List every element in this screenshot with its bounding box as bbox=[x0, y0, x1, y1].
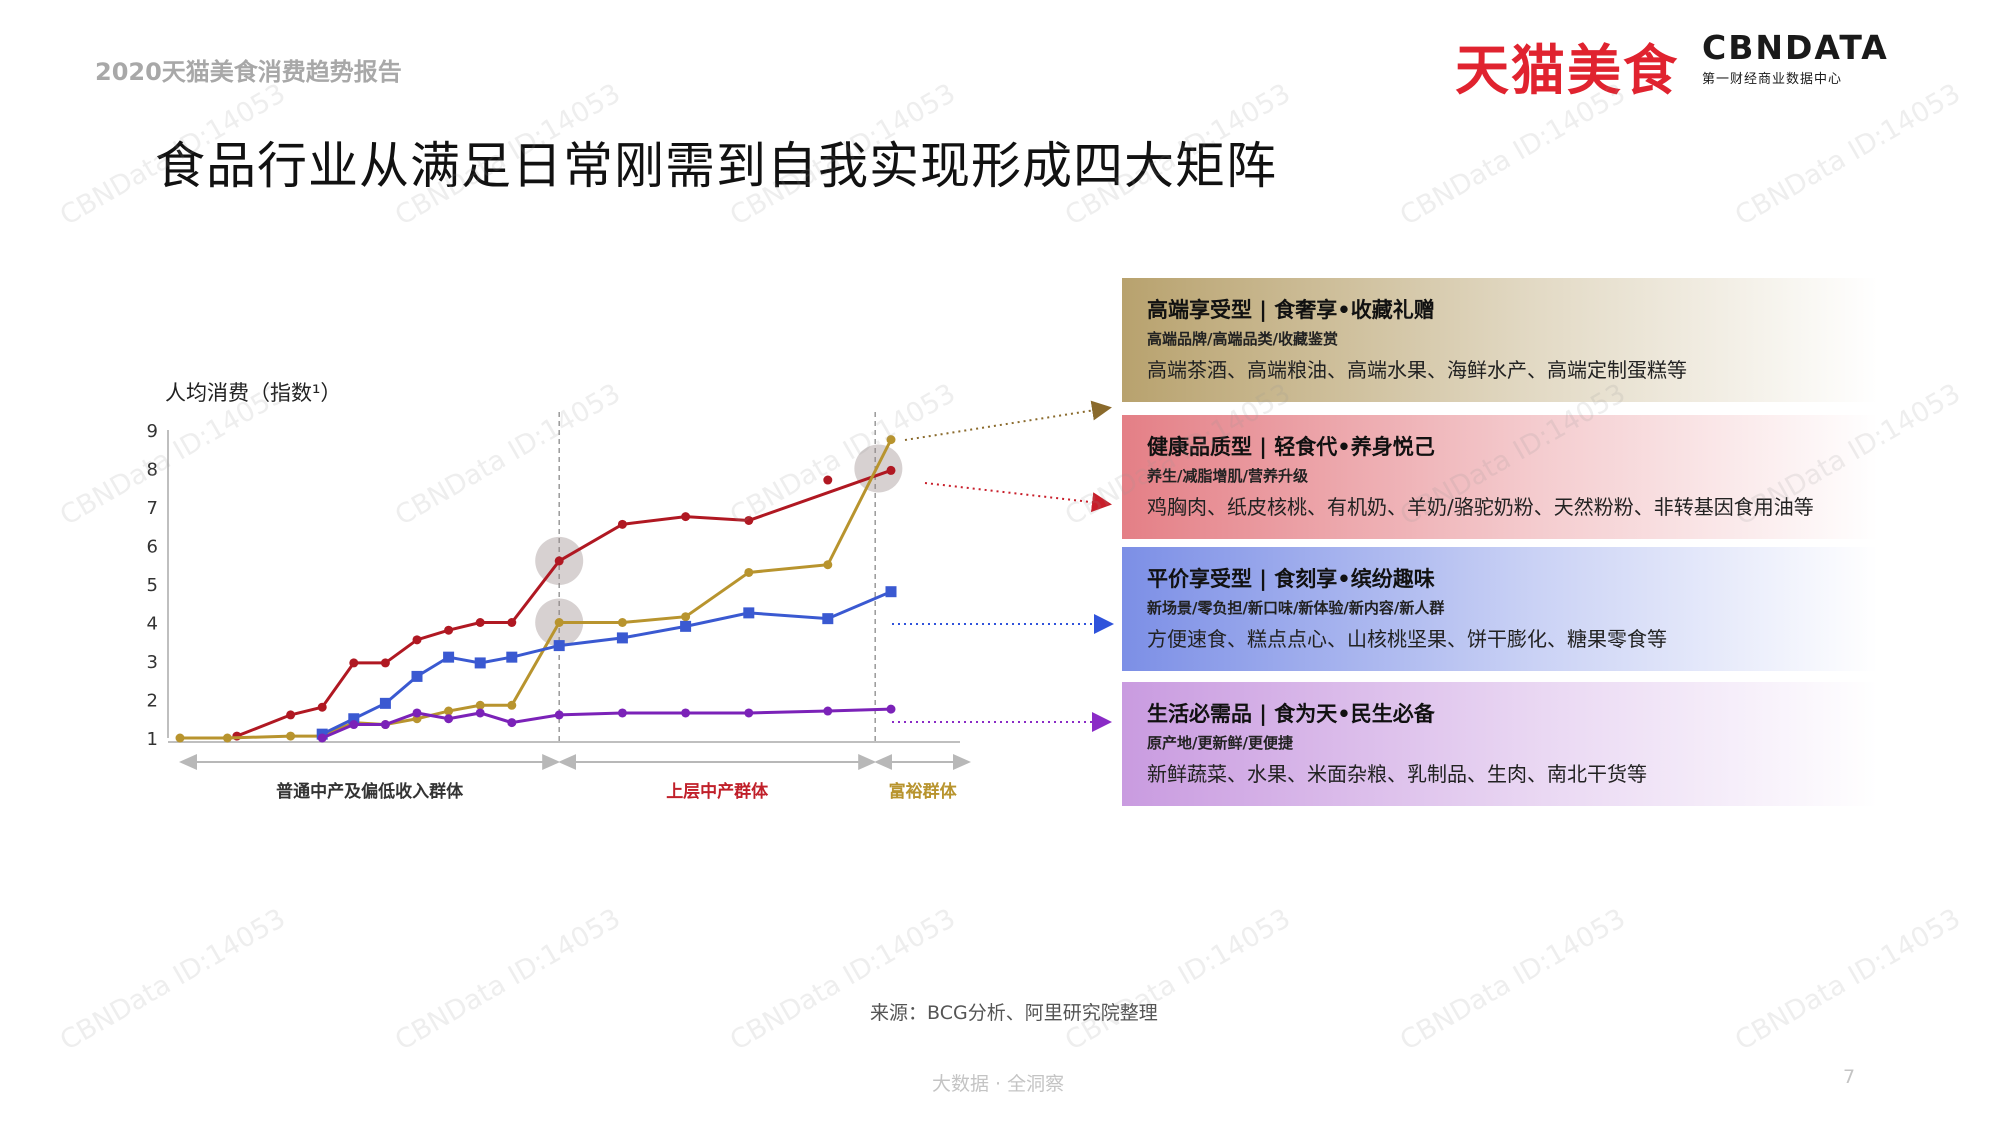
y-tick-label: 7 bbox=[147, 498, 158, 519]
data-point bbox=[554, 710, 564, 720]
data-point bbox=[554, 556, 564, 566]
data-point bbox=[617, 708, 627, 718]
data-point bbox=[443, 651, 455, 663]
connector-arrow bbox=[924, 482, 1112, 513]
panel-items: 高端茶酒、高端粮油、高端水果、海鲜水产、高端定制蛋糕等 bbox=[1147, 358, 1687, 382]
panel-title: 平价享受型 | 食刻享•缤纷趣味 bbox=[1147, 567, 1435, 591]
tmall-food-logo: 天猫美食 bbox=[1455, 39, 1679, 102]
data-point bbox=[444, 706, 454, 716]
group-label: 普通中产及偏低收入群体 bbox=[276, 781, 464, 802]
data-point bbox=[507, 718, 517, 728]
footer-slogan: 大数据 · 全洞察 bbox=[932, 1073, 1065, 1095]
data-point bbox=[617, 618, 627, 627]
data-point bbox=[680, 620, 692, 632]
data-point bbox=[616, 632, 628, 644]
panel-subtitle: 原产地/更新鲜/更便捷 bbox=[1147, 734, 1293, 752]
panel-title: 高端享受型 | 食奢享•收藏礼赠 bbox=[1147, 298, 1435, 322]
category-panel: 生活必需品 | 食为天•民生必备原产地/更新鲜/更便捷新鲜蔬菜、水果、米面杂粮、… bbox=[1122, 682, 1878, 806]
data-point bbox=[617, 519, 627, 529]
data-point bbox=[317, 733, 327, 743]
category-panel: 平价享受型 | 食刻享•缤纷趣味新场景/零负担/新口味/新体验/新内容/新人群方… bbox=[1122, 547, 1878, 671]
cbndata-logo-subtitle: 第一财经商业数据中心 bbox=[1702, 72, 1843, 87]
y-tick-label: 6 bbox=[147, 537, 158, 558]
data-point bbox=[474, 657, 486, 669]
data-point bbox=[222, 733, 232, 743]
panel-items: 新鲜蔬菜、水果、米面杂粮、乳制品、生肉、南北干货等 bbox=[1147, 762, 1647, 786]
y-tick-label: 9 bbox=[147, 421, 158, 442]
y-tick-label: 4 bbox=[147, 614, 158, 635]
data-point bbox=[823, 475, 833, 485]
y-tick-label: 2 bbox=[147, 691, 158, 712]
data-point bbox=[475, 618, 485, 627]
category-panel: 高端享受型 | 食奢享•收藏礼赠高端品牌/高端品类/收藏鉴赏高端茶酒、高端粮油、… bbox=[1122, 278, 1878, 402]
data-point bbox=[349, 720, 359, 730]
panel-subtitle: 高端品牌/高端品类/收藏鉴赏 bbox=[1147, 330, 1338, 348]
series-line bbox=[236, 469, 892, 738]
data-point bbox=[379, 697, 391, 709]
data-point bbox=[286, 710, 296, 720]
data-point bbox=[175, 733, 185, 743]
data-point bbox=[475, 708, 485, 718]
data-point bbox=[553, 640, 565, 652]
y-tick-label: 8 bbox=[147, 460, 158, 481]
data-point bbox=[412, 635, 422, 645]
data-point bbox=[822, 613, 834, 625]
connector-arrow bbox=[904, 400, 1112, 441]
group-label: 上层中产群体 bbox=[666, 781, 769, 802]
data-point bbox=[286, 731, 296, 741]
data-point bbox=[554, 618, 564, 627]
panel-items: 鸡胸肉、纸皮核桃、有机奶、羊奶/骆驼奶粉、天然粉粉、非转基因食用油等 bbox=[1147, 495, 1814, 519]
data-point bbox=[380, 658, 390, 668]
data-point bbox=[744, 515, 754, 525]
data-point bbox=[743, 607, 755, 619]
data-point bbox=[681, 512, 691, 522]
data-point bbox=[506, 651, 518, 663]
page-number: 7 bbox=[1843, 1066, 1856, 1088]
cbndata-logo: CBNDATA bbox=[1702, 28, 1889, 67]
group-label: 富裕群体 bbox=[889, 781, 958, 802]
data-point bbox=[886, 704, 896, 714]
data-point bbox=[348, 713, 360, 725]
category-panel: 健康品质型 | 轻食代•养身悦己养生/减脂增肌/营养升级鸡胸肉、纸皮核桃、有机奶… bbox=[1122, 415, 1878, 539]
data-point bbox=[380, 720, 390, 730]
data-point bbox=[444, 625, 454, 635]
data-point bbox=[823, 706, 833, 716]
data-point bbox=[317, 702, 327, 712]
series-line bbox=[180, 438, 893, 740]
data-point bbox=[349, 658, 359, 668]
panel-items: 方便速食、糕点点心、山核桃坚果、饼干膨化、糖果零食等 bbox=[1147, 627, 1667, 651]
y-tick-label: 5 bbox=[147, 575, 158, 596]
data-point bbox=[744, 708, 754, 718]
data-point bbox=[507, 618, 517, 627]
page-title: 食品行业从满足日常刚需到自我实现形成四大矩阵 bbox=[155, 137, 1277, 195]
panel-title: 生活必需品 | 食为天•民生必备 bbox=[1147, 702, 1435, 726]
data-point bbox=[475, 700, 485, 710]
data-point bbox=[886, 435, 896, 445]
panel-subtitle: 养生/减脂增肌/营养升级 bbox=[1147, 467, 1308, 485]
data-point bbox=[886, 465, 896, 475]
data-point bbox=[744, 567, 754, 577]
panel-title: 健康品质型 | 轻食代•养身悦己 bbox=[1147, 435, 1435, 459]
panel-subtitle: 新场景/零负担/新口味/新体验/新内容/新人群 bbox=[1147, 599, 1445, 617]
source-note: 来源：BCG分析、阿里研究院整理 bbox=[870, 1002, 1158, 1024]
y-tick-label: 1 bbox=[147, 729, 158, 750]
data-point bbox=[444, 714, 454, 724]
data-point bbox=[681, 708, 691, 718]
data-point bbox=[412, 708, 422, 718]
series-line bbox=[321, 707, 892, 740]
y-axis-label: 人均消费（指数¹） bbox=[165, 381, 341, 405]
data-point bbox=[411, 670, 423, 682]
data-point bbox=[681, 612, 691, 622]
data-point bbox=[507, 700, 517, 710]
y-tick-label: 3 bbox=[147, 652, 158, 673]
data-point bbox=[823, 560, 833, 570]
report-title: 2020天猫美食消费趋势报告 bbox=[95, 58, 402, 86]
data-point bbox=[885, 586, 897, 598]
